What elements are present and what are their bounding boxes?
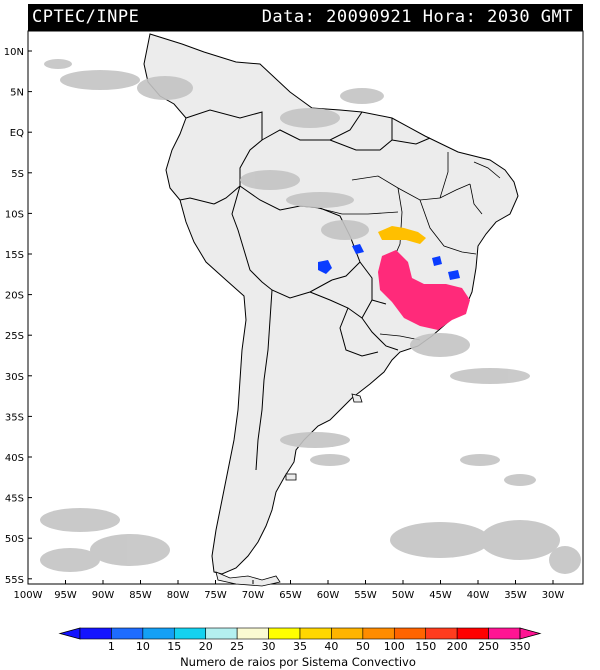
lightning-legend: 1 10 15 20 25 30 35 40 50 100 150 200 250 350 [58, 627, 542, 653]
legend-tick-label: 40 [324, 640, 338, 653]
legend-tick-label: 30 [262, 640, 276, 653]
lat-label: 40S [5, 453, 24, 464]
lon-label: 80W [167, 590, 190, 601]
legend-swatch [79, 627, 112, 640]
legend-tick-label: 100 [384, 640, 405, 653]
lat-label: 45S [5, 494, 24, 505]
lon-label: 30W [542, 590, 565, 601]
lat-label: 5S [11, 169, 24, 180]
legend-swatch [173, 627, 207, 640]
lat-label: 15S [5, 250, 24, 261]
lon-label: 95W [54, 590, 77, 601]
lon-label: 60W [317, 590, 340, 601]
lightning-cluster-southeast-brazil [378, 250, 470, 330]
legend-swatch [362, 627, 395, 640]
legend-swatch [393, 627, 427, 640]
south-america-landmass [143, 33, 519, 575]
lat-label: 5N [10, 88, 24, 99]
lon-label: 100W [14, 590, 43, 601]
legend-swatch [205, 627, 238, 640]
map-header: CPTEC/INPE Data: 20090921 Hora: 2030 GMT [28, 4, 583, 31]
lon-label: 85W [129, 590, 152, 601]
lon-label: 75W [204, 590, 227, 601]
lat-label: 50S [5, 534, 24, 545]
lat-label: 35S [5, 412, 24, 423]
legend-swatch [456, 627, 489, 640]
lat-label: 20S [5, 291, 24, 302]
lightning-cluster-bolivia [318, 260, 332, 274]
lon-label: 40W [467, 590, 490, 601]
lightning-cluster-bolivia-2 [352, 244, 364, 254]
legend-tick-label: 10 [136, 640, 150, 653]
legend-tick-label: 350 [510, 640, 531, 653]
lat-label: 30S [5, 372, 24, 383]
lon-label: 65W [279, 590, 302, 601]
legend-tick-label: 150 [415, 640, 436, 653]
lat-label: 10N [4, 47, 24, 58]
legend-swatch [111, 627, 144, 640]
lon-label: 90W [92, 590, 115, 601]
source-label: CPTEC/INPE [32, 7, 140, 27]
legend-arrow-right [519, 627, 542, 640]
lon-label: 50W [392, 590, 415, 601]
legend-tick-label: 200 [447, 640, 468, 653]
lightning-cluster-bahia-2 [448, 270, 460, 280]
legend-arrow-left [58, 627, 81, 640]
lat-label: EQ [10, 128, 24, 139]
legend-tick-label: 250 [478, 640, 499, 653]
legend-swatch [331, 627, 364, 640]
legend-swatch [299, 627, 332, 640]
lat-label: 55S [5, 575, 24, 586]
legend-caption: Numero de raios por Sistema Convectivo [180, 655, 416, 669]
lightning-cluster-central-brazil [378, 226, 426, 244]
country-borders [179, 109, 431, 471]
lon-label: 45W [429, 590, 452, 601]
longitude-axis: 100W 95W 90W 85W 80W 75W 70W 65W 60W 55W 50W 45W 40W… [14, 580, 565, 601]
date-time-label: Data: 20090921 Hora: 2030 GMT [261, 7, 573, 27]
lightning-cluster-bahia [432, 256, 442, 266]
legend-swatch [236, 627, 269, 640]
legend-swatch [142, 627, 175, 640]
legend-tick-label: 25 [230, 640, 244, 653]
legend-tick-label: 50 [356, 640, 370, 653]
islands [215, 393, 363, 587]
legend-tick-label: 15 [167, 640, 181, 653]
legend-tick-label: 1 [108, 640, 115, 653]
lightning-clusters [318, 226, 470, 330]
legend-swatch [425, 627, 458, 640]
lat-label: 10S [5, 209, 24, 220]
legend-tick-label: 35 [293, 640, 307, 653]
lon-label: 35W [504, 590, 527, 601]
legend-tick-label: 20 [199, 640, 213, 653]
cloud-cover [40, 59, 581, 574]
legend-swatch [268, 627, 301, 640]
lon-label: 55W [354, 590, 377, 601]
lon-label: 70W [242, 590, 265, 601]
lat-label: 25S [5, 331, 24, 342]
legend-swatch [488, 627, 521, 640]
latitude-axis: 10N 5N EQ 5S 10S 15S 20S 25S 30S 35S 40S 45S 50S 55S [4, 47, 32, 586]
